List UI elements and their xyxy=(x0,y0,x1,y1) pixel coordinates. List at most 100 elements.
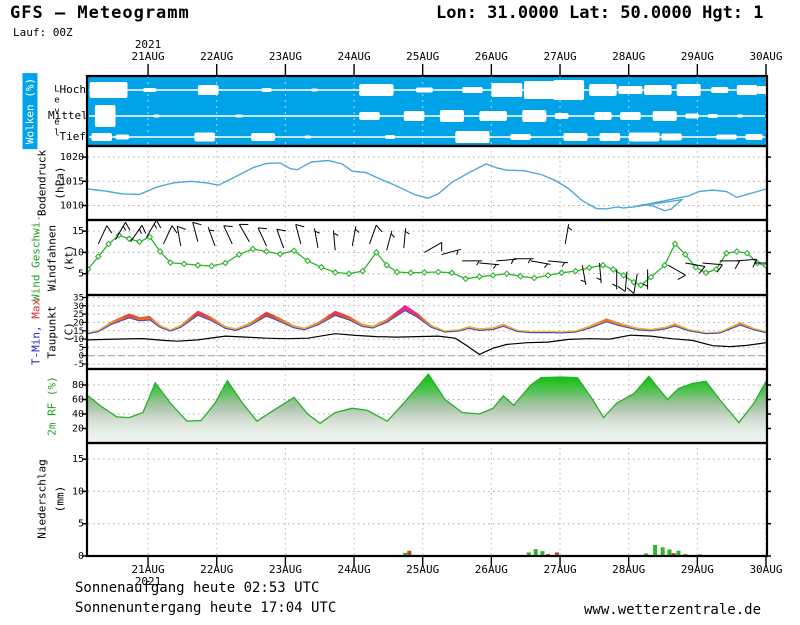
cloud-blob xyxy=(479,111,507,121)
top-axis-day-label: 24AUG xyxy=(337,50,370,63)
cloud-blob xyxy=(359,84,394,96)
wind-marker xyxy=(421,269,428,276)
wind-barb xyxy=(547,260,568,267)
wind-axis-unit: (kt) xyxy=(62,244,76,272)
bottom-axis-day-label: 28AUG xyxy=(612,563,645,576)
precip-axis-label: Niederschlag xyxy=(35,459,49,539)
rh-tick-label: 20 xyxy=(72,424,84,435)
wind-marker xyxy=(489,272,497,279)
wind-barb xyxy=(332,230,339,251)
bottom-axis-day-label: 30AUG xyxy=(749,563,782,576)
wind-barb xyxy=(441,248,462,256)
wind-marker xyxy=(681,251,689,258)
top-axis-day-label: 26AUG xyxy=(475,50,508,63)
cloud-blob xyxy=(757,86,766,94)
wind-marker xyxy=(393,268,401,276)
cloud-blob xyxy=(522,110,547,122)
cloud-panel xyxy=(88,76,767,146)
cloud-blob xyxy=(311,88,318,92)
wind-marker xyxy=(572,267,579,275)
rh-axis-label: 2m RF (%) xyxy=(45,376,59,436)
wind-barb xyxy=(564,224,573,244)
cloud-blob xyxy=(462,87,483,93)
cloud-blob xyxy=(491,83,523,97)
precip-bar xyxy=(653,545,658,556)
wind-barb xyxy=(295,224,305,245)
rh-tick-label: 80 xyxy=(72,380,84,391)
cloud-blob xyxy=(304,135,312,139)
sunrise-text: Sonnenaufgang heute 02:53 UTC xyxy=(75,580,320,596)
wind-marker xyxy=(156,248,164,255)
cloud-blob xyxy=(415,87,433,93)
wind-marker xyxy=(180,260,188,268)
pressure-series xyxy=(88,159,766,212)
wind-barb xyxy=(130,225,147,242)
wind-barb xyxy=(596,262,602,284)
wind-marker xyxy=(671,240,679,248)
cloud-level-mittel: Mittel xyxy=(48,109,88,122)
cloud-blob xyxy=(553,80,585,100)
wind-barb xyxy=(702,262,723,273)
bottom-axis-day-label: 25AUG xyxy=(406,563,439,576)
cloud-blob xyxy=(194,132,215,142)
cloud-blob xyxy=(652,111,677,121)
bottom-axis-day-label: 22AUG xyxy=(200,563,233,576)
wind-marker xyxy=(88,266,92,273)
run-label: Lauf: 00Z xyxy=(13,26,73,39)
top-axis-day-label: 30AUG xyxy=(749,50,782,63)
wind-marker xyxy=(290,247,298,255)
cloud-blob xyxy=(745,134,763,140)
pressure-axis-label: Bodendruck xyxy=(35,149,49,217)
rh-tick-label: 60 xyxy=(72,395,84,406)
wind-marker xyxy=(585,264,593,272)
cloud-blob xyxy=(403,111,425,121)
bottom-axis-day-label: 21AUG xyxy=(132,563,165,576)
wind-marker xyxy=(609,266,617,273)
cloud-blob xyxy=(359,112,380,120)
wind-marker xyxy=(115,231,123,239)
cloud-blob xyxy=(620,112,641,120)
wind-speed-series xyxy=(88,220,766,294)
wind-barb xyxy=(386,230,395,251)
wind-marker xyxy=(359,267,366,275)
wind-marker xyxy=(647,273,655,281)
wind-marker xyxy=(235,251,243,258)
precip-tick-label: 5 xyxy=(78,519,84,530)
wind-marker xyxy=(599,261,607,269)
temp-tick-label: 10 xyxy=(73,335,84,345)
cloud-blob xyxy=(628,132,660,142)
wind-barb xyxy=(626,273,638,294)
cloud-blob xyxy=(89,82,128,98)
cloud-blob xyxy=(455,131,490,143)
wind-marker xyxy=(276,250,284,258)
wind-marker xyxy=(462,275,469,283)
wind-marker xyxy=(762,262,766,270)
wind-barb xyxy=(276,228,286,249)
cloud-blob xyxy=(618,86,643,94)
wind-barb xyxy=(617,271,628,292)
page-title: GFS – Meteogramm xyxy=(10,3,190,23)
rh-tick-label: 40 xyxy=(72,409,84,420)
wind-marker xyxy=(249,245,257,253)
wind-marker xyxy=(448,269,456,277)
wind-marker xyxy=(503,270,511,278)
wind-marker xyxy=(136,238,143,246)
wind-barb xyxy=(192,221,202,242)
wind-barb xyxy=(754,262,766,264)
temp-tick-label: 15 xyxy=(73,327,84,337)
precip-bar xyxy=(667,549,672,556)
wind-marker xyxy=(331,269,339,276)
clouds-axis-label: Wolken (%) xyxy=(22,72,38,150)
precip-bar xyxy=(403,552,408,556)
cloud-blob xyxy=(261,88,272,92)
wind-barb xyxy=(97,225,113,245)
wind-barb xyxy=(369,224,383,245)
top-axis-day-label: 21AUG xyxy=(132,50,165,63)
cloud-blob xyxy=(94,105,116,127)
wind-barb xyxy=(685,262,706,274)
wind-marker xyxy=(637,281,645,289)
temp-tick-label: 0 xyxy=(79,352,84,362)
temp-tick-label: 30 xyxy=(73,302,84,312)
wind-tick-label: 5 xyxy=(78,269,84,280)
temp-axis-label: T-Min, Max xyxy=(30,299,43,365)
